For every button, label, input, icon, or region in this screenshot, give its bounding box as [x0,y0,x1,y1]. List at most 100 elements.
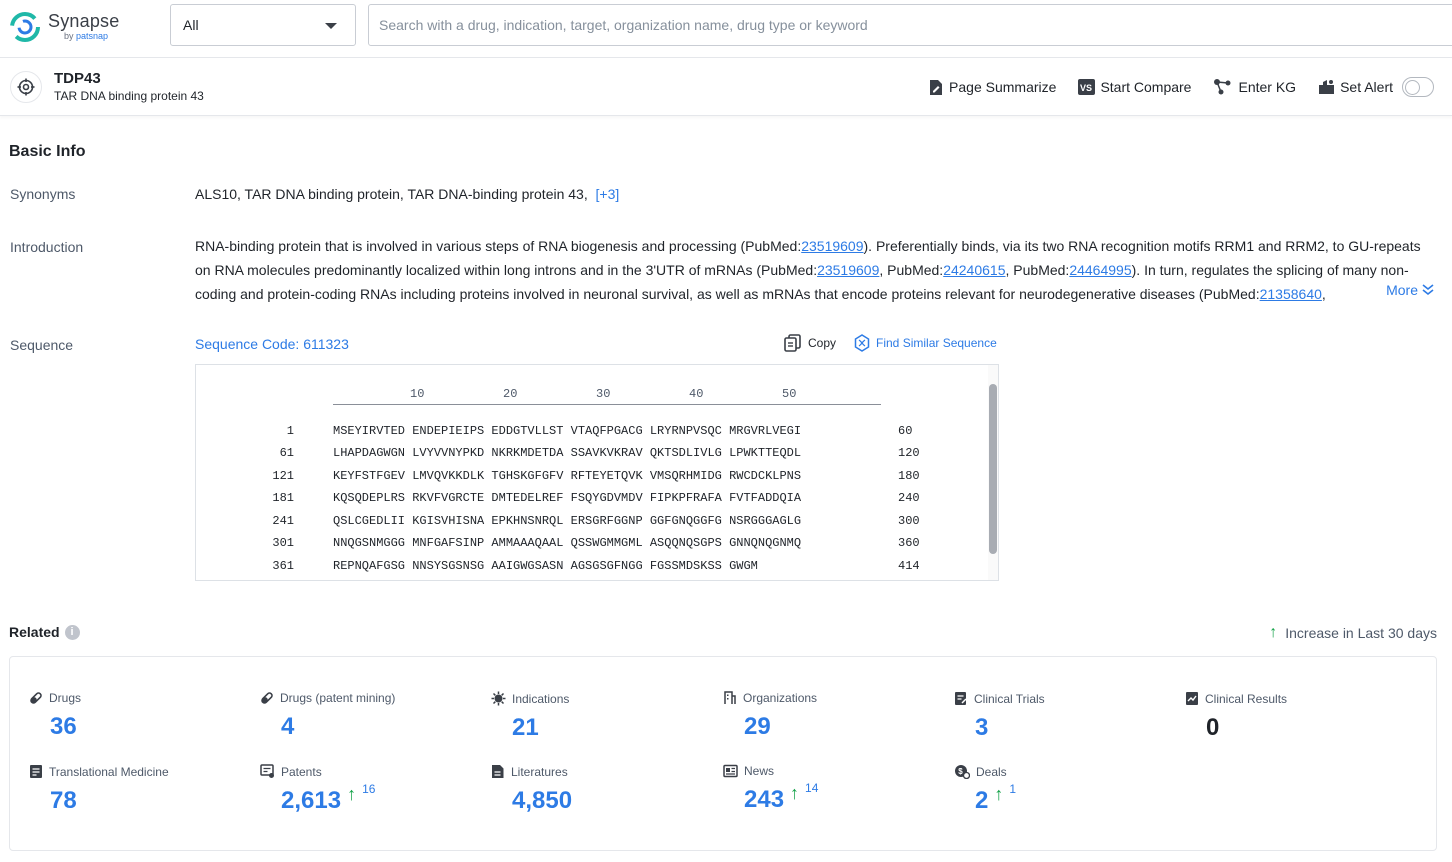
news-icon [723,764,738,778]
search-scope-select[interactable]: All [170,4,356,46]
stat-value: 21 [512,714,539,742]
more-button[interactable]: More [1378,282,1434,298]
set-alert-label: Set Alert [1340,79,1393,95]
document-edit-icon [928,79,944,96]
sequence-ruler: 10 20 30 40 50 [333,387,881,405]
pubmed-link[interactable]: 24240615 [943,262,1005,278]
synonyms-value: ALS10, TAR DNA binding protein, TAR DNA-… [195,186,619,202]
copy-button[interactable]: Copy [784,334,836,352]
find-similar-label: Find Similar Sequence [876,336,997,350]
ruler-tick: 30 [596,387,610,401]
copy-icon [784,334,802,352]
stat-value: 3 [975,714,988,742]
sequence-tools: Copy Find Similar Sequence [784,334,997,352]
arrow-up-icon: ↑ [347,784,356,805]
building-icon [723,691,737,705]
double-chevron-down-icon [1422,284,1434,296]
pubmed-link[interactable]: 24464995 [1069,262,1131,278]
stat-value: 29 [744,713,771,741]
ruler-tick: 40 [689,387,703,401]
knowledge-graph-icon [1213,78,1233,96]
doc-icon [29,764,43,779]
chevron-down-icon [325,23,337,29]
stat-news[interactable]: News 243↑14 [723,764,943,814]
header-actions: Page Summarize VS Start Compare Enter KG… [928,76,1434,98]
synonyms-more-link[interactable]: [+3] [596,186,620,202]
increase-legend: ↑ Increase in Last 30 days [1269,624,1437,642]
pubmed-link[interactable]: 23519609 [817,262,879,278]
pill-icon [260,691,274,705]
sequence-scrollbar-thumb[interactable] [989,384,997,554]
sequence-code-link[interactable]: Sequence Code: 611323 [195,336,349,352]
stat-value: 4,850 [512,787,572,815]
increase-badge: ↑16 [347,782,375,803]
stat-value: 243 [744,786,784,814]
enter-kg-button[interactable]: Enter KG [1213,78,1296,96]
enter-kg-label: Enter KG [1238,79,1296,95]
hexagon-dna-icon [854,334,870,352]
stat-patents[interactable]: Patents 2,613↑16 [260,764,480,815]
pill-icon [29,691,43,705]
sequence-row: 121KEYFSTFGEV LMVQVKKDLK TGHSKGFGFV RFTE… [196,469,976,491]
find-similar-sequence-button[interactable]: Find Similar Sequence [854,334,997,352]
arrow-up-icon: ↑ [994,784,1003,805]
search-input[interactable] [368,4,1452,46]
top-bar: Synapse by patsnap All [0,0,1452,58]
sequence-row: 301NNQGSNMGGG MNFGAFSINP AMMAAAQAAL QSSW… [196,536,976,558]
sequence-scrollbar[interactable] [988,365,998,580]
page-summarize-button[interactable]: Page Summarize [928,79,1056,96]
sequence-row: 361REPNQAFGSG NNSYSGSNSG AAIGWGSASN AGSG… [196,559,976,581]
stat-clinical-trials[interactable]: Clinical Trials 3 [954,691,1174,742]
svg-text:$: $ [958,767,963,776]
increase-badge: ↑1 [994,782,1016,803]
svg-text:VS: VS [1080,83,1092,93]
related-title: Related i [9,624,80,640]
start-compare-button[interactable]: VS Start Compare [1078,79,1191,95]
stat-value: 2 [975,787,988,815]
sequence-viewer[interactable]: 10 20 30 40 50 1MSEYIRVTED ENDEPIEIPS ED… [195,364,999,581]
sequence-row: 241QSLCGEDLII KGISVHISNA EPKHNSNRQL ERSG… [196,514,976,536]
arrow-up-icon: ↑ [1269,624,1277,642]
stat-indications[interactable]: Indications 21 [491,691,711,742]
related-stats-card: Drugs 36 Drugs (patent mining) 4 Indicat… [9,656,1437,851]
target-name: TDP43 [54,70,101,87]
sequence-row: 181KQSQDEPLRS RKVFVGRCTE DMTEDELREF FSQY… [196,491,976,513]
ruler-tick: 10 [410,387,424,401]
synonyms-label: Synonyms [10,186,75,202]
basic-info-title: Basic Info [9,143,85,161]
logo-text: Synapse [48,11,119,32]
compare-icon: VS [1078,79,1095,95]
more-label: More [1386,282,1418,298]
pubmed-link[interactable]: 21358640 [1260,286,1322,302]
info-icon[interactable]: i [65,625,80,640]
results-icon [1185,691,1199,706]
introduction-label: Introduction [10,239,83,255]
deal-icon: $ [954,764,970,779]
alert-icon [1318,79,1335,95]
synapse-logo[interactable]: Synapse by patsnap [8,10,148,46]
set-alert-control[interactable]: Set Alert [1318,77,1434,97]
stat-clinical-results[interactable]: Clinical Results 0 [1185,691,1405,742]
start-compare-label: Start Compare [1100,79,1191,95]
ruler-tick: 20 [503,387,517,401]
set-alert-toggle[interactable] [1402,77,1434,97]
stat-deals[interactable]: $Deals 2↑1 [954,764,1174,815]
stat-literatures[interactable]: Literatures 4,850 [491,764,711,815]
stat-drugs[interactable]: Drugs 36 [29,691,249,741]
search-scope-value: All [183,17,199,33]
sequence-row: 1MSEYIRVTED ENDEPIEIPS EDDGTVLLST VTAQFP… [196,424,976,446]
clipboard-icon [954,691,968,706]
pubmed-link[interactable]: 23519609 [801,238,863,254]
stat-value: 0 [1206,714,1219,742]
stat-translational-medicine[interactable]: Translational Medicine 78 [29,764,249,815]
synapse-logo-icon [8,10,42,44]
stat-value: 2,613 [281,787,341,815]
page-summarize-label: Page Summarize [949,79,1056,95]
stat-drugs-patent-mining[interactable]: Drugs (patent mining) 4 [260,691,480,741]
patent-icon [260,764,275,779]
literature-icon [491,764,505,779]
stat-organizations[interactable]: Organizations 29 [723,691,943,741]
target-icon [10,71,42,103]
target-full-name: TAR DNA binding protein 43 [54,89,204,103]
ruler-tick: 50 [782,387,796,401]
